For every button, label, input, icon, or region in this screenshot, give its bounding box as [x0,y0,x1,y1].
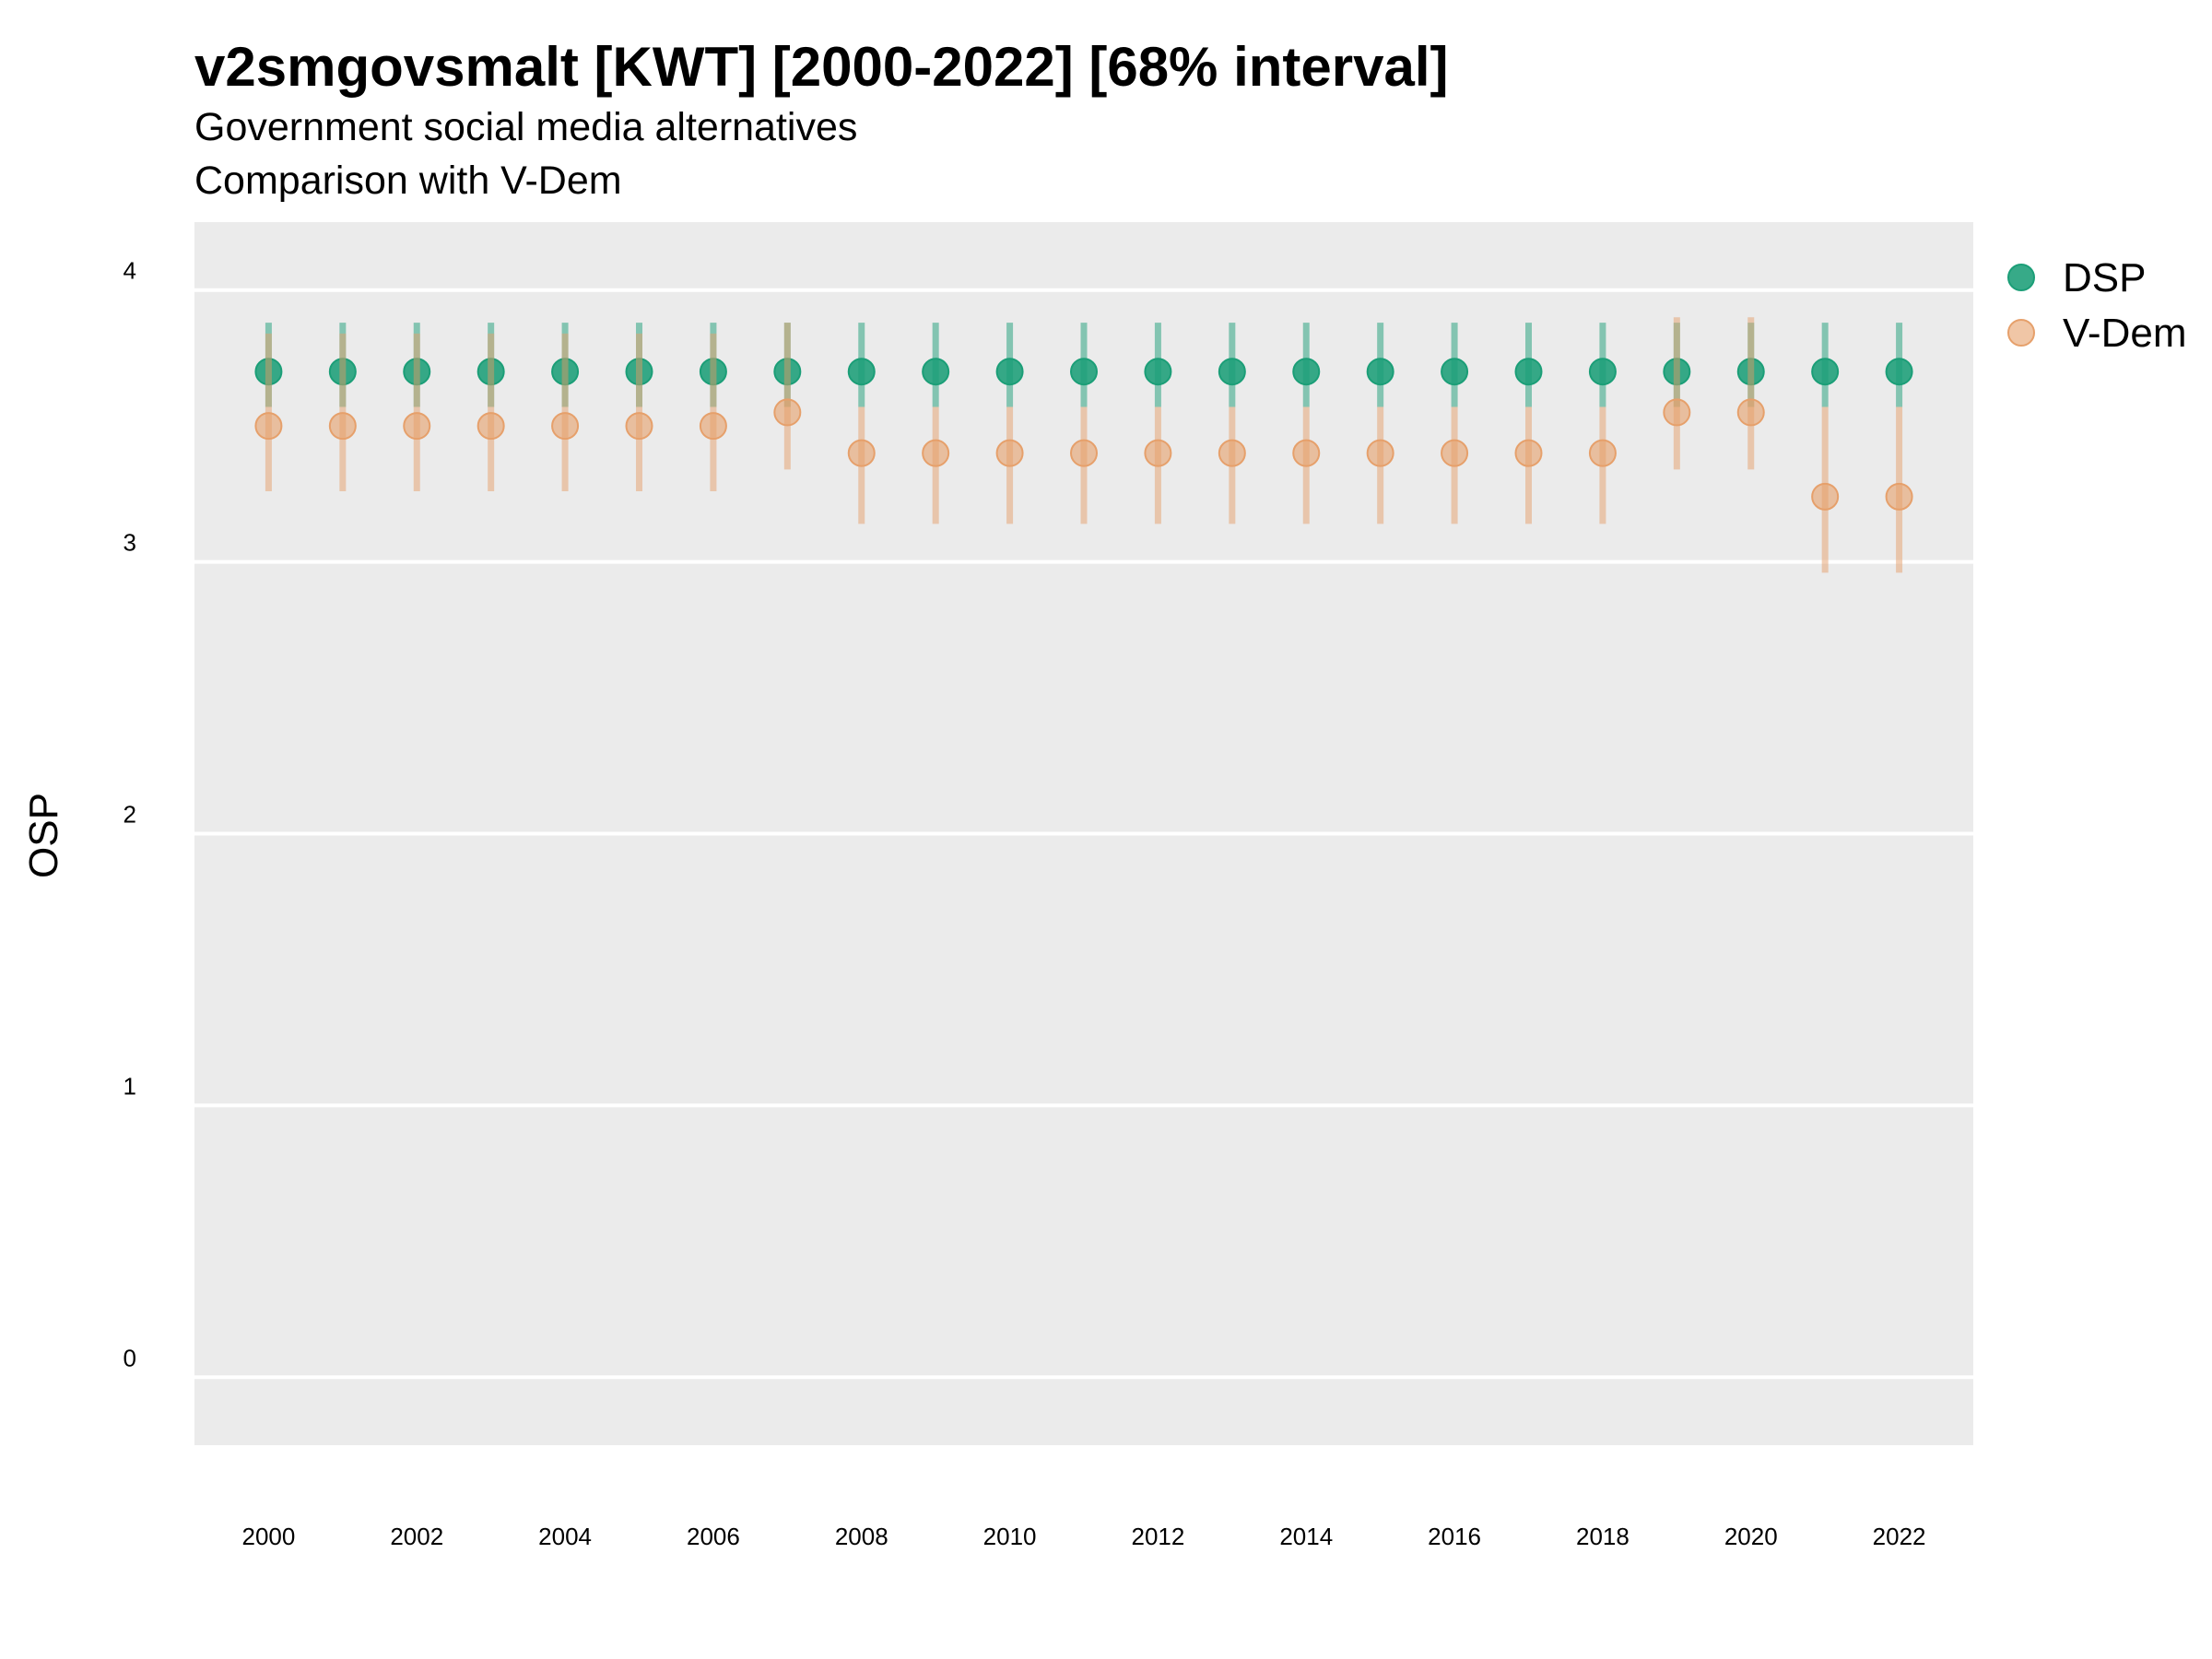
chart-subtitle: Government social media alternatives [194,105,858,149]
data-point [699,412,727,441]
data-point [922,358,950,386]
data-point [847,358,876,386]
x-tick-label: 2006 [687,1523,740,1550]
data-point [1292,439,1321,467]
data-point [1736,398,1765,427]
chart-subtitle-secondary: Comparison with V-Dem [194,159,622,203]
chart-title: v2smgovsmalt [KWT] [2000-2022] [68% inte… [194,36,1449,98]
data-point [551,412,580,441]
data-point [1366,439,1394,467]
data-point [625,412,653,441]
y-tick-label: 4 [124,257,136,285]
data-point [1811,358,1840,386]
data-point [1366,358,1394,386]
x-tick-label: 2022 [1873,1523,1926,1550]
x-tick-label: 2000 [241,1523,295,1550]
data-point [477,412,505,441]
x-tick-label: 2018 [1576,1523,1630,1550]
x-tick-label: 2014 [1279,1523,1333,1550]
data-point [1514,358,1543,386]
x-tick-label: 2002 [390,1523,443,1550]
data-point [922,439,950,467]
legend-label: V-Dem [2063,311,2186,356]
x-tick-label: 2008 [835,1523,888,1550]
data-point [1811,482,1840,511]
x-tick-label: 2020 [1724,1523,1778,1550]
plot-area: 0 1 2 3 4 2000 2002 2004 2006 2008 2010 2012 2014 201… [21,222,1973,1550]
data-point [995,358,1024,386]
x-tick-label: 2012 [1131,1523,1184,1550]
x-tick-label: 2010 [983,1523,1037,1550]
data-point [847,439,876,467]
x-tick-label: 2004 [538,1523,592,1550]
legend-marker [2007,264,2035,291]
data-point [1885,482,1913,511]
series-v-dem [254,317,1913,573]
data-point [773,398,802,427]
data-point [1441,439,1469,467]
data-point [1292,358,1321,386]
data-point [995,439,1024,467]
data-point [403,412,431,441]
data-point [1588,358,1617,386]
legend-label: DSP [2063,255,2146,300]
y-tick-label: 0 [124,1344,136,1371]
data-point [1218,358,1246,386]
y-tick-label: 2 [124,801,136,829]
data-point [1514,439,1543,467]
data-point [1070,439,1098,467]
y-axis-label: OSP [21,793,66,878]
y-tick-label: 1 [124,1072,136,1100]
data-point [1588,439,1617,467]
data-point [1218,439,1246,467]
data-point [1441,358,1469,386]
data-point [1885,358,1913,386]
data-point [328,412,357,441]
data-point [1144,439,1172,467]
legend-marker [2007,319,2035,347]
x-tick-label: 2016 [1428,1523,1481,1550]
data-point [254,412,283,441]
data-point [1144,358,1172,386]
y-tick-label: 3 [124,529,136,557]
data-point [1070,358,1098,386]
data-point [1663,398,1691,427]
legend: DSP V-Dem [2007,255,2186,356]
